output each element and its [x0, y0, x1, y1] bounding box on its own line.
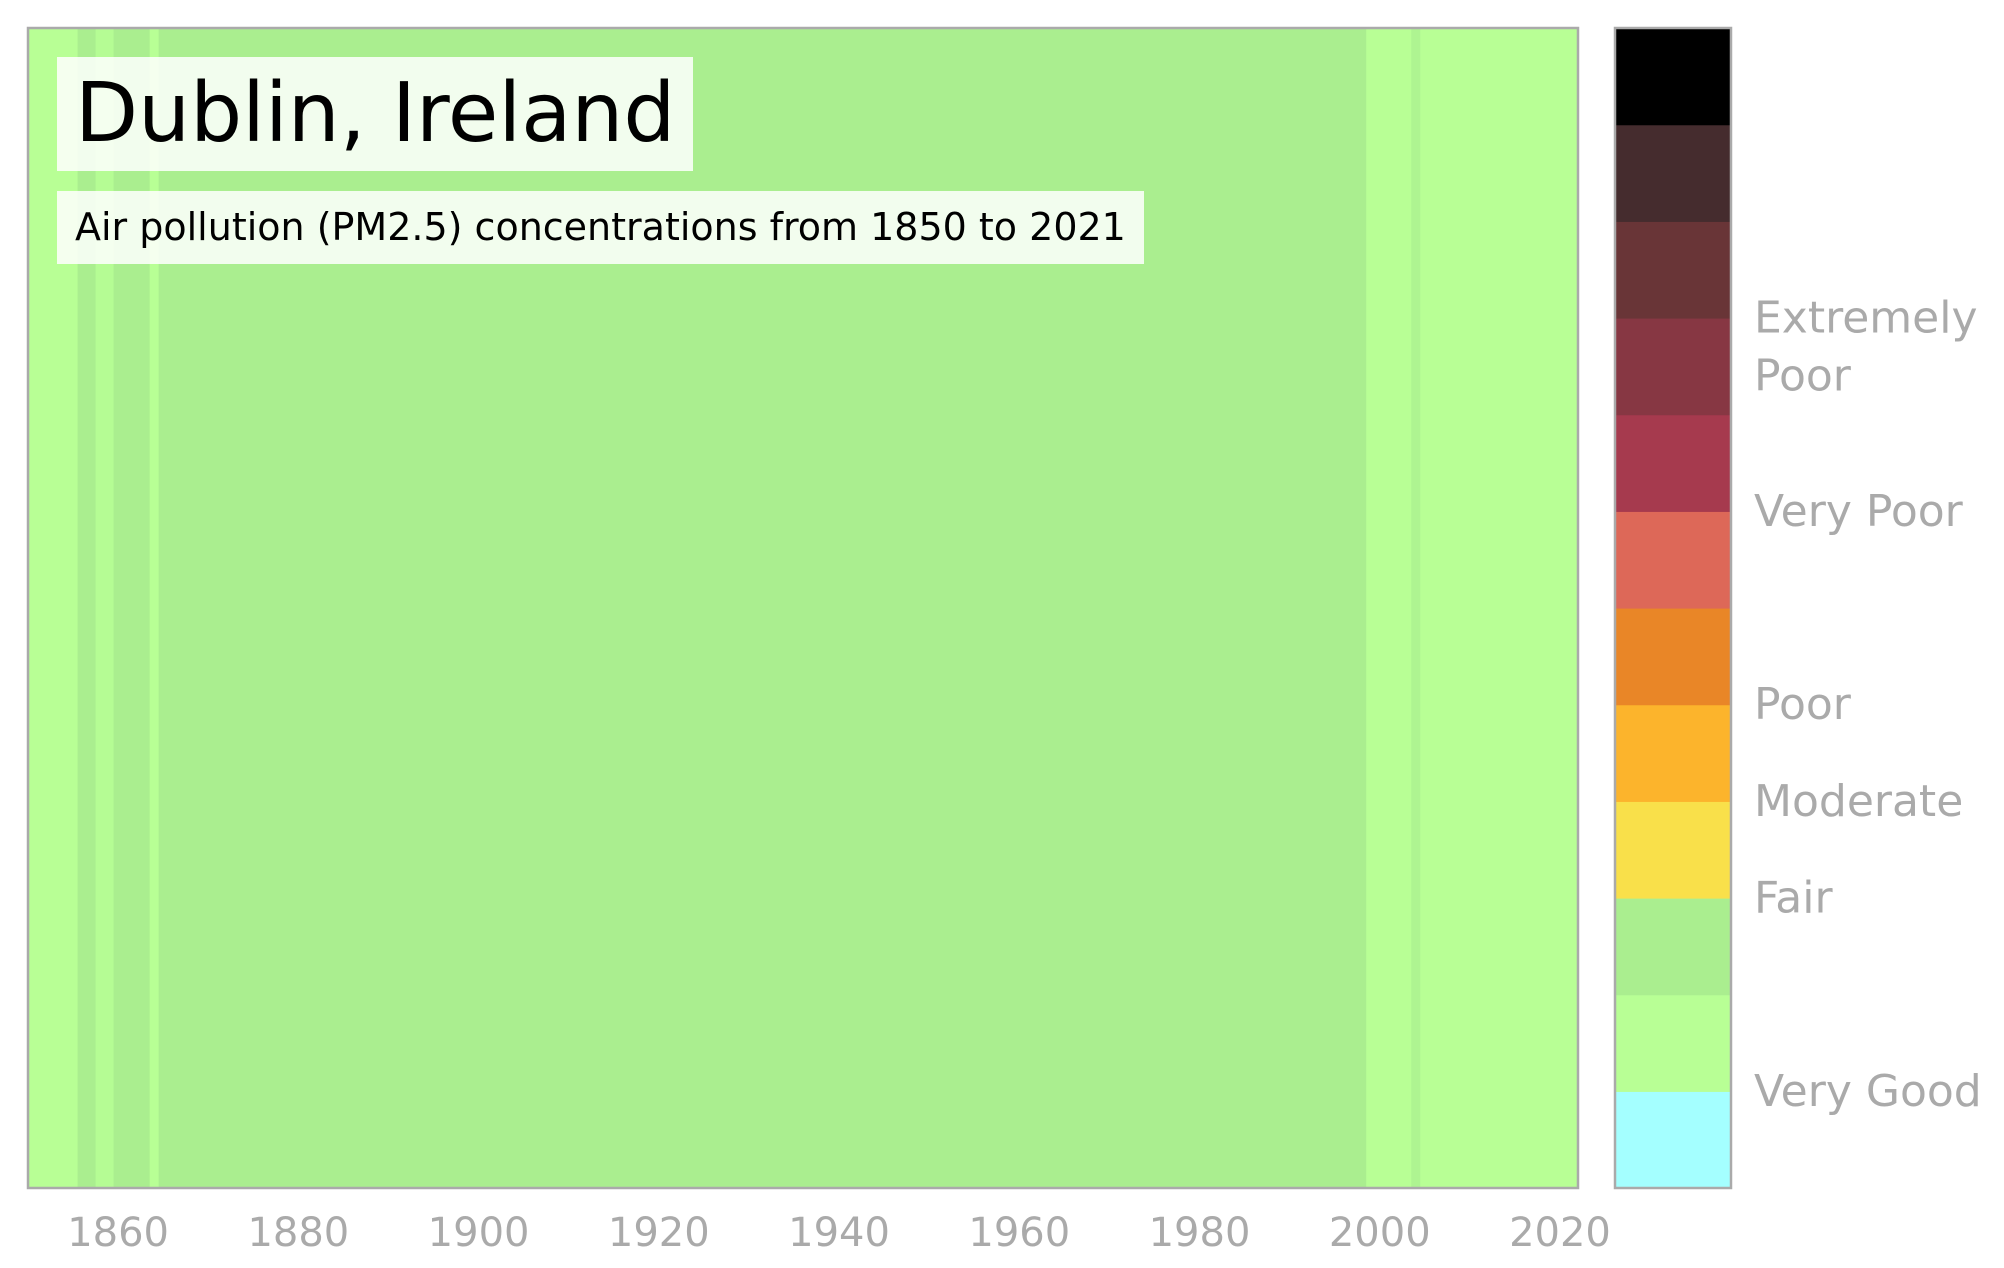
plot-frame [26, 26, 1580, 1190]
colorbar-segment-10 [1615, 124, 1731, 222]
x-tick-label: 1980 [1149, 1210, 1251, 1256]
colorbar-segment-6 [1615, 511, 1731, 609]
stripe-8 [1420, 28, 1579, 1188]
colorbar-label: Very Good [1754, 1066, 1982, 1117]
colorbar-labels: Very Good Fair Moderate Poor Very Poor Extrem… [1754, 293, 1982, 1117]
x-tick-label: 2000 [1329, 1210, 1431, 1256]
colorbar-segment-7 [1615, 414, 1731, 512]
colorbar-segment-4 [1615, 704, 1731, 802]
colorbar-segment-8 [1615, 318, 1731, 416]
colorbar-label: Fair [1754, 873, 1833, 924]
x-tick-label: 1960 [968, 1210, 1070, 1256]
colorbar-label: Poor [1754, 351, 1852, 402]
chart-title: Dublin, Ireland [57, 57, 694, 171]
colorbar-segment-0 [1615, 1091, 1731, 1189]
colorbar-segment-1 [1615, 994, 1731, 1092]
stripe-1 [77, 28, 97, 1188]
x-tick-label: 1860 [67, 1210, 169, 1256]
colorbar-segment-2 [1615, 898, 1731, 996]
x-tick-label: 1880 [247, 1210, 349, 1256]
colorbar-label: Extremely [1754, 293, 1977, 344]
colorbar-segment-11 [1615, 28, 1731, 126]
colorbar-segment-5 [1615, 608, 1731, 706]
stripe-2 [95, 28, 115, 1188]
stripe-4 [149, 28, 160, 1188]
x-tick-label: 1900 [428, 1210, 530, 1256]
colorbar-frame [1613, 26, 1733, 1190]
stripe-7 [1411, 28, 1421, 1188]
x-tick-label: 1940 [788, 1210, 890, 1256]
colorbar-label: Very Poor [1754, 486, 1964, 537]
colorbar [1615, 28, 1731, 1189]
colorbar-label: Poor [1754, 679, 1852, 730]
x-tick-label: 1920 [608, 1210, 710, 1256]
colorbar-label: Moderate [1754, 776, 1963, 827]
x-tick-label: 2020 [1509, 1210, 1611, 1256]
x-axis-ticks: 1860 1880 1900 1920 1940 1960 1980 2000 2020 [67, 1210, 1611, 1256]
colorbar-segment-3 [1615, 801, 1731, 899]
chart-subtitle: Air pollution (PM2.5) concentrations fro… [57, 191, 1144, 264]
colorbar-segment-9 [1615, 221, 1731, 319]
stripe-6 [1366, 28, 1412, 1188]
